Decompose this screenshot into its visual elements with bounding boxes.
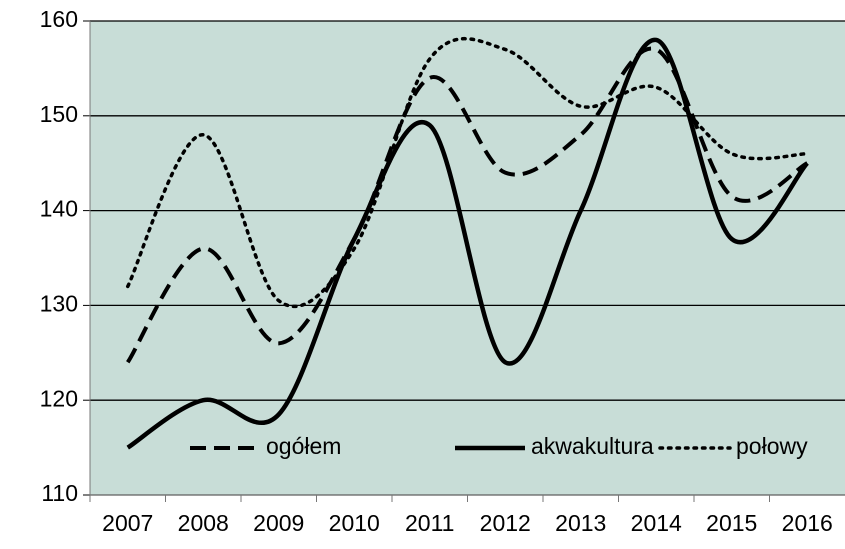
x-tick-label: 2015 [706, 510, 757, 536]
x-tick-label: 2010 [329, 510, 380, 536]
x-tick-label: 2014 [631, 510, 682, 536]
y-tick-label: 120 [40, 385, 78, 411]
x-tick-label: 2009 [253, 510, 304, 536]
legend-label: połowy [736, 433, 808, 459]
legend-label: akwakultura [531, 433, 654, 459]
line-series [126, 37, 809, 309]
x-tick-label: 2013 [555, 510, 606, 536]
y-tick-label: 150 [40, 101, 78, 127]
y-tick-label: 130 [40, 290, 78, 316]
y-tick-label: 160 [40, 6, 78, 32]
x-tick-label: 2012 [480, 510, 531, 536]
x-tick-label: 2008 [178, 510, 229, 536]
x-tick-label: 2016 [782, 510, 833, 536]
line-series [126, 46, 809, 364]
line-series [126, 37, 809, 450]
y-tick-label: 110 [41, 480, 78, 506]
x-tick-label: 2007 [102, 510, 153, 536]
x-tick-label: 2011 [405, 510, 454, 536]
legend-label: ogółem [266, 433, 341, 459]
y-tick-label: 140 [40, 196, 78, 222]
plot-area [90, 21, 845, 495]
